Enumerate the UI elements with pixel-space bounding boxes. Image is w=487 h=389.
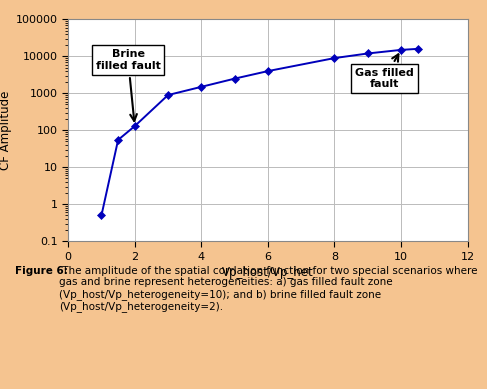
Text: The amplitude of the spatial corrlation function for two special scenarios where: The amplitude of the spatial corrlation … xyxy=(59,266,478,312)
X-axis label: Vp_host/Vp_het: Vp_host/Vp_het xyxy=(222,266,314,279)
Text: Brine
filled fault: Brine filled fault xyxy=(95,49,161,121)
Text: Figure 6:: Figure 6: xyxy=(15,266,68,276)
Y-axis label: CF Amplitude: CF Amplitude xyxy=(0,91,12,170)
Text: Gas filled
fault: Gas filled fault xyxy=(355,54,413,89)
